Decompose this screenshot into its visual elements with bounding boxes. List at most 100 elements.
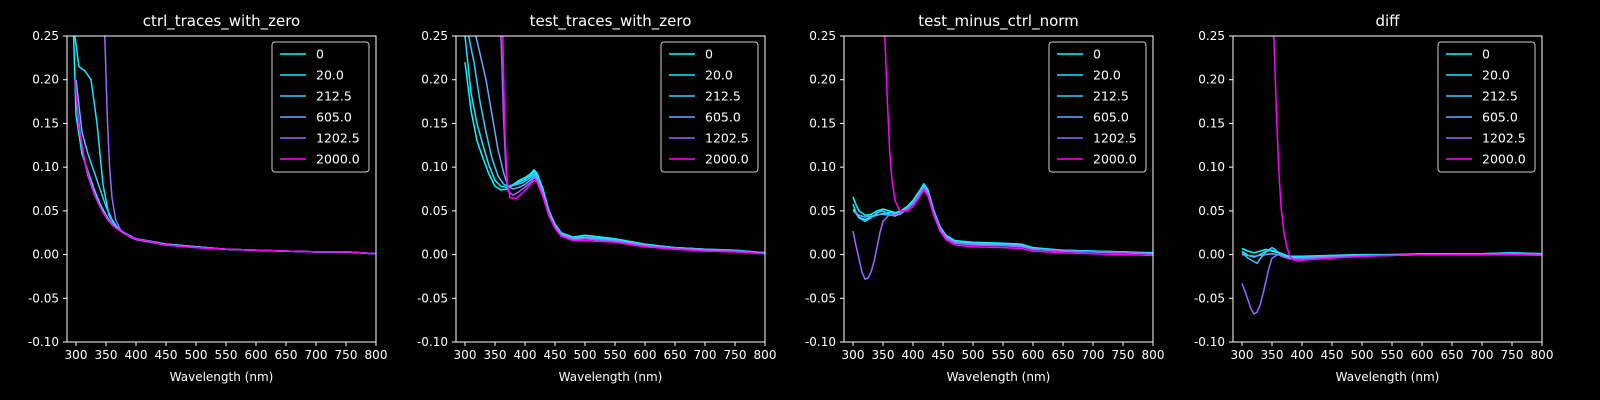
legend: 0 20.0 212.5 605.0 1202.5 2000.0 <box>271 41 370 173</box>
legend-label: 20.0 <box>1093 68 1121 83</box>
x-tick-label: 650 <box>275 348 298 362</box>
series-group <box>852 36 1153 280</box>
legend-label: 605.0 <box>316 110 352 125</box>
x-tick-label: 300 <box>842 348 865 362</box>
x-tick-label: 500 <box>185 348 208 362</box>
x-tick-label: 500 <box>1351 348 1374 362</box>
chart-title: diff <box>1375 12 1400 30</box>
legend: 0 20.0 212.5 605.0 1202.5 2000.0 <box>1048 41 1147 173</box>
x-tick-label: 700 <box>1471 348 1494 362</box>
y-tick-label: -0.10 <box>28 335 59 349</box>
x-tick-label: 750 <box>1501 348 1524 362</box>
x-tick-label: 350 <box>1261 348 1284 362</box>
x-tick-label: 550 <box>215 348 238 362</box>
x-tick-label: 400 <box>1291 348 1314 362</box>
x-axis-label: Wavelength (nm) <box>1336 370 1440 384</box>
chart-title: test_minus_ctrl_norm <box>918 12 1079 31</box>
y-tick-label: 0.00 <box>32 248 59 262</box>
x-axis-label: Wavelength (nm) <box>947 370 1051 384</box>
chart-title: ctrl_traces_with_zero <box>143 12 300 31</box>
x-tick-label: 450 <box>544 348 567 362</box>
x-tick-label: 700 <box>305 348 328 362</box>
x-tick-label: 550 <box>1381 348 1404 362</box>
y-tick-label: 0.05 <box>1198 204 1225 218</box>
y-tick-label: -0.10 <box>805 335 836 349</box>
axes-frame <box>455 35 766 343</box>
y-tick-label: 0.20 <box>1198 73 1225 87</box>
y-tick-label: 0.10 <box>421 160 448 174</box>
x-tick-label: 350 <box>95 348 118 362</box>
legend: 0 20.0 212.5 605.0 1202.5 2000.0 <box>660 41 759 173</box>
y-tick-label: 0.05 <box>809 204 836 218</box>
y-tick-label: 0.15 <box>421 116 448 130</box>
legend-label: 1202.5 <box>1093 131 1137 146</box>
legend-label: 2000.0 <box>1482 152 1526 167</box>
legend-label: 20.0 <box>1482 68 1510 83</box>
x-tick-label: 500 <box>574 348 597 362</box>
legend-label: 605.0 <box>705 110 741 125</box>
legend-label: 2000.0 <box>1093 152 1137 167</box>
y-tick-label: 0.15 <box>1198 116 1225 130</box>
y-tick-label: 0.05 <box>421 204 448 218</box>
x-tick-label: 300 <box>65 348 88 362</box>
x-tick-label: 400 <box>902 348 925 362</box>
legend-label: 0 <box>316 47 324 62</box>
series-line-2000.0 <box>884 36 1153 257</box>
x-tick-label: 700 <box>1082 348 1105 362</box>
x-tick-label: 650 <box>1052 348 1075 362</box>
y-tick-label: 0.10 <box>32 160 59 174</box>
x-tick-label: 800 <box>365 348 388 362</box>
x-tick-label: 700 <box>694 348 717 362</box>
series-line-605.0 <box>475 36 765 255</box>
x-tick-label: 350 <box>872 348 895 362</box>
legend-label: 212.5 <box>705 89 741 104</box>
series-line-212.5 <box>852 184 1153 255</box>
x-tick-label: 550 <box>992 348 1015 362</box>
y-tick-label: -0.05 <box>1194 291 1225 305</box>
y-tick-label: 0.15 <box>32 116 59 130</box>
x-tick-label: 800 <box>754 348 777 362</box>
y-tick-label: 0.20 <box>421 73 448 87</box>
legend: 0 20.0 212.5 605.0 1202.5 2000.0 <box>1437 41 1536 173</box>
y-tick-label: 0.20 <box>809 73 836 87</box>
legend-label: 1202.5 <box>316 131 360 146</box>
legend-label: 20.0 <box>316 68 344 83</box>
y-tick-label: -0.05 <box>417 291 448 305</box>
x-tick-label: 750 <box>335 348 358 362</box>
series-line-1202.5 <box>852 187 1153 280</box>
legend-label: 2000.0 <box>705 152 749 167</box>
x-tick-label: 600 <box>245 348 268 362</box>
legend-label: 2000.0 <box>316 152 360 167</box>
y-tick-label: -0.05 <box>805 291 836 305</box>
y-tick-label: -0.10 <box>417 335 448 349</box>
x-tick-label: 450 <box>932 348 955 362</box>
axes-frame <box>66 35 377 343</box>
x-tick-label: 650 <box>664 348 687 362</box>
chart-title: test_traces_with_zero <box>530 12 692 31</box>
legend-label: 1202.5 <box>705 131 749 146</box>
series-line-2000.0 <box>74 79 376 255</box>
y-tick-label: 0.15 <box>809 116 836 130</box>
legend-label: 605.0 <box>1482 110 1518 125</box>
x-tick-label: 300 <box>1231 348 1254 362</box>
x-tick-label: 400 <box>514 348 537 362</box>
x-axis-label: Wavelength (nm) <box>170 370 274 384</box>
chart-panel-0: 300 350 400 450 500 550 600 650 700 750 800 -0.10 -0… <box>28 12 388 384</box>
y-tick-label: 0.25 <box>421 29 448 43</box>
y-tick-label: 0.00 <box>809 248 836 262</box>
legend-label: 20.0 <box>705 68 733 83</box>
y-tick-label: 0.00 <box>1198 248 1225 262</box>
x-tick-label: 450 <box>1321 348 1344 362</box>
x-tick-label: 750 <box>1112 348 1135 362</box>
x-tick-label: 650 <box>1441 348 1464 362</box>
axes-frame <box>1232 35 1543 343</box>
x-axis-label: Wavelength (nm) <box>559 370 663 384</box>
legend-label: 1202.5 <box>1482 131 1526 146</box>
series-group <box>72 36 376 255</box>
legend-label: 212.5 <box>1482 89 1518 104</box>
y-tick-label: 0.20 <box>32 73 59 87</box>
x-tick-label: 600 <box>1022 348 1045 362</box>
chart-panel-3: 300 350 400 450 500 550 600 650 700 750 800 -0.10 -0… <box>1194 12 1554 384</box>
x-tick-label: 300 <box>454 348 477 362</box>
x-tick-label: 600 <box>634 348 657 362</box>
